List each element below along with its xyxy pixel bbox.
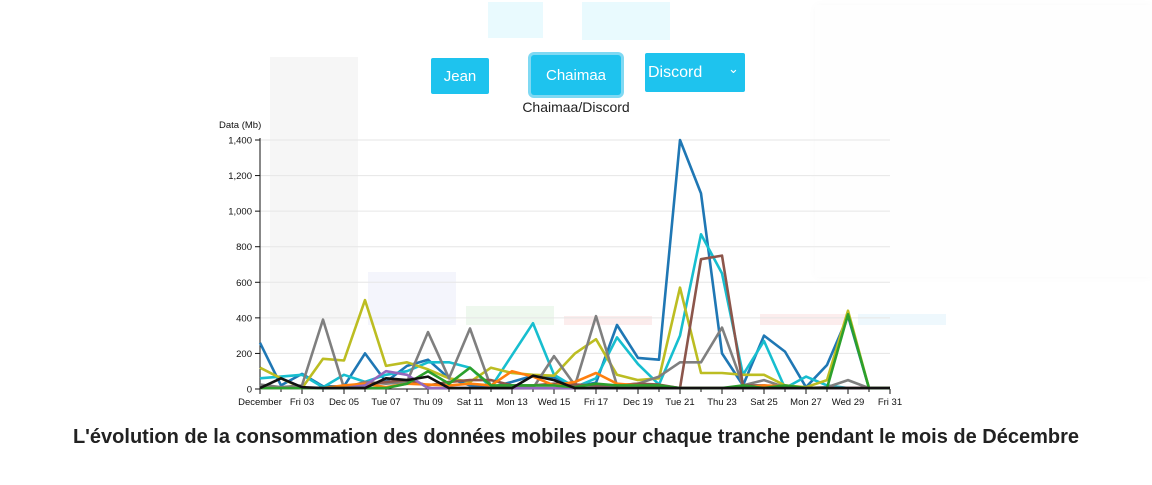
chaimaa-button[interactable]: Chaimaa [531, 55, 621, 95]
ghost-button [582, 2, 670, 40]
x-tick-label: Thu 23 [707, 397, 737, 408]
x-tick-label: Fri 03 [290, 397, 314, 408]
x-tick-label: Fri 31 [878, 397, 902, 408]
app-select[interactable]: Discord [645, 53, 745, 92]
ghost-bar [270, 57, 358, 325]
x-tick-label: Tue 21 [665, 397, 694, 408]
x-tick-label: Sat 25 [750, 397, 777, 408]
ghost-bar [564, 316, 652, 325]
y-tick-label: 1,200 [228, 171, 252, 182]
ghost-bar [858, 314, 946, 325]
x-tick-label: Mon 27 [790, 397, 822, 408]
x-tick-label: Dec 05 [329, 397, 359, 408]
y-axis: 0 200 400 600 800 1,000 1,200 1,400 [228, 136, 261, 396]
x-tick-label: Sat 11 [457, 397, 484, 408]
grid [260, 139, 890, 390]
page-caption: L'évolution de la consommation des donné… [72, 426, 1080, 448]
x-axis: December Fri 03 Dec 05 Tue 07 Thu 09 Sat 11 Mo… [238, 388, 902, 408]
series-line [258, 138, 890, 390]
x-tick-label: Fri 17 [584, 397, 608, 408]
ghost-bar [760, 314, 848, 325]
y-tick-label: 200 [236, 349, 252, 360]
x-tick-label: Mon 13 [496, 397, 528, 408]
ghost-bar [466, 306, 554, 325]
line-chart: 0 200 400 600 800 1,000 1,200 1,400 December Fri… [219, 120, 902, 408]
y-tick-label: 800 [236, 242, 252, 253]
x-tick-label: Wed 29 [832, 397, 865, 408]
y-tick-label: 1,000 [228, 207, 252, 218]
x-tick-label: December [238, 397, 282, 408]
ghost-panel [815, 5, 1152, 277]
jean-button[interactable]: Jean [431, 58, 489, 94]
x-tick-label: Tue 07 [371, 397, 400, 408]
series-line [259, 233, 890, 390]
x-tick-label: Thu 09 [413, 397, 443, 408]
y-tick-label: 600 [236, 278, 252, 289]
x-tick-label: Wed 15 [538, 397, 571, 408]
y-axis-label: Data (Mb) [219, 120, 261, 131]
chart-title: Chaimaa/Discord [522, 99, 630, 115]
y-tick-label: 400 [236, 313, 252, 324]
ghost-button [488, 2, 543, 38]
series-line [259, 374, 890, 390]
series-lines [258, 138, 890, 390]
series-line [259, 286, 890, 390]
y-tick-label: 0 [247, 385, 252, 396]
ghost-bar [368, 272, 456, 325]
y-tick-label: 1,400 [228, 136, 252, 147]
x-tick-label: Dec 19 [623, 397, 653, 408]
